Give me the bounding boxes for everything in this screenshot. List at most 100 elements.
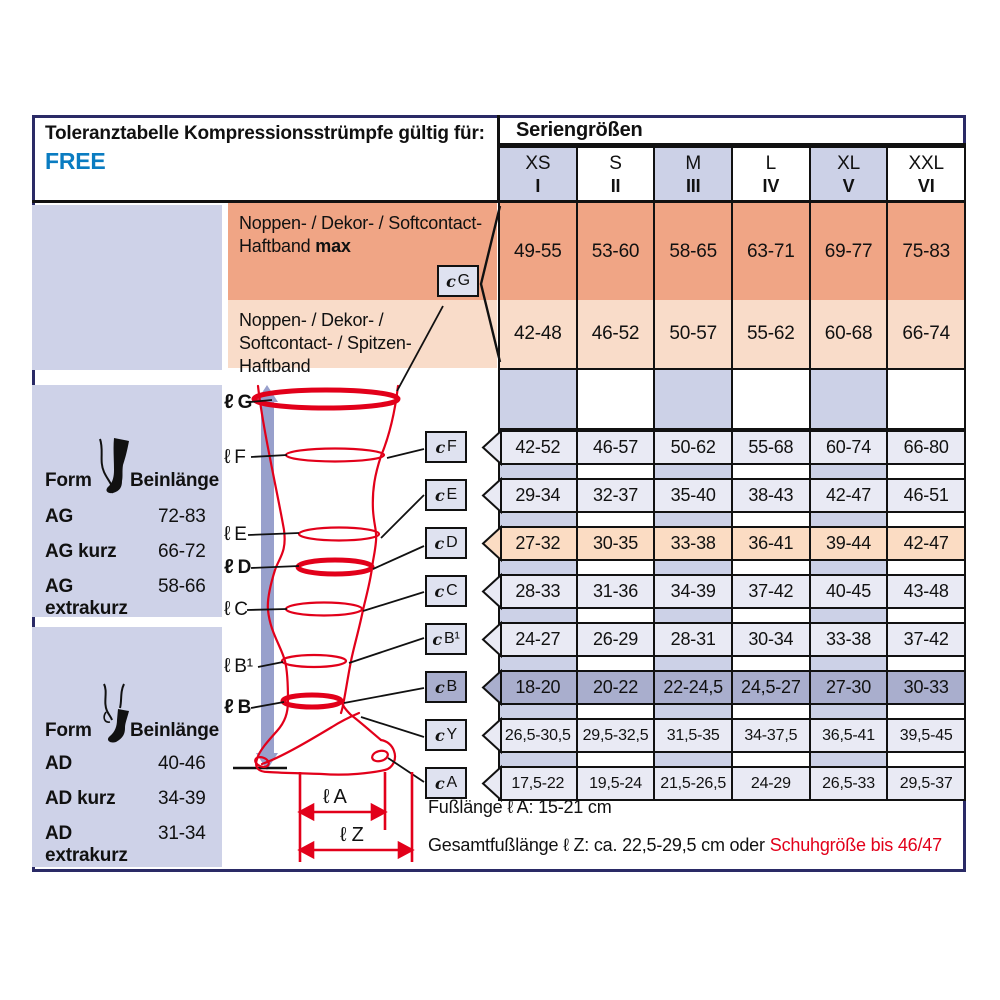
spacer-cell — [808, 368, 889, 430]
size-col-xs: XS I — [498, 146, 578, 203]
size-numeral: I — [535, 175, 541, 196]
leg-length-range: 34-39 — [158, 788, 206, 809]
size-col-l: L IV — [731, 146, 811, 203]
cy-cell: 39,5-45 — [886, 718, 967, 753]
form-code: AG extrakurz — [45, 576, 128, 619]
cf-cell: 50-62 — [653, 430, 734, 465]
spacer-row — [498, 368, 967, 430]
cf-cell: 55-68 — [731, 430, 811, 465]
haftband-std-cell: 66-74 — [886, 300, 967, 368]
measure-letter: A — [446, 774, 458, 791]
note-black-part: Gesamtfußlänge ℓ Z: ca. 22,5-29,5 cm ode… — [428, 835, 765, 855]
cb1-cell: 24-27 — [498, 622, 578, 657]
length-symbol: ℓ — [224, 446, 231, 468]
haftband-std-cell: 50-57 — [653, 300, 734, 368]
haftband-std-line1: Noppen- / Dekor- / — [239, 310, 384, 330]
measure-letter: E — [446, 486, 458, 503]
cc-cell: 34-39 — [653, 574, 734, 609]
haftband-std-cell: 60-68 — [808, 300, 889, 368]
leg-length-range: 31-34 — [158, 823, 206, 844]
haftband-std-cell: 55-62 — [731, 300, 811, 368]
row-cb: 18-20 20-22 22-24,5 24,5-27 27-30 30-33 — [498, 670, 967, 705]
leg-label-b1: ℓ B¹ — [224, 655, 253, 678]
cd-cell: 30-35 — [575, 526, 656, 561]
cb1-cell: 28-31 — [653, 622, 734, 657]
brand-name: FREE — [45, 148, 106, 174]
size-code: L — [765, 152, 777, 174]
size-code: S — [609, 152, 622, 174]
spacer-cell — [498, 368, 578, 430]
size-numeral: V — [842, 175, 855, 196]
haftband-std-cell: 46-52 — [575, 300, 656, 368]
series-underline — [497, 143, 966, 146]
row-cc: 28-33 31-36 34-39 37-42 40-45 43-48 — [498, 574, 967, 609]
size-code: XS — [525, 152, 551, 174]
circumference-symbol: c — [434, 677, 445, 697]
cb1-cell: 26-29 — [575, 622, 656, 657]
circumference-symbol: c — [435, 437, 445, 457]
size-col-m: M III — [653, 146, 734, 203]
haftband-max-line2: Haftband — [239, 236, 311, 256]
ce-cell: 35-40 — [653, 478, 734, 513]
length-symbol: ℓ — [224, 696, 234, 718]
circumference-symbol: c — [434, 485, 445, 505]
length-symbol: ℓ — [224, 598, 231, 620]
ca-cell: 19,5-24 — [575, 766, 656, 801]
leg-letter: C — [234, 599, 248, 620]
measure-letter: B — [446, 678, 458, 695]
size-col-xxl: XXL VI — [886, 146, 967, 203]
length-symbol: ℓ — [224, 391, 234, 413]
form-code: AG — [45, 506, 74, 527]
cd-cell: 42-47 — [886, 526, 967, 561]
haftband-std-label: Noppen- / Dekor- / Softcontact- / Spitze… — [228, 300, 497, 376]
leg-length-range: 58-66 — [158, 576, 206, 597]
length-symbol: ℓ — [224, 556, 234, 578]
circumference-symbol: c — [434, 773, 445, 793]
ce-cell: 42-47 — [808, 478, 889, 513]
cf-cell: 60-74 — [808, 430, 889, 465]
cb-cell: 24,5-27 — [731, 670, 811, 705]
cd-cell: 39-44 — [808, 526, 889, 561]
row-ce: 29-34 32-37 35-40 38-43 42-47 46-51 — [498, 478, 967, 513]
circumference-symbol: c — [434, 581, 445, 601]
ca-cell: 17,5-22 — [498, 766, 578, 801]
row-cf: 42-52 46-57 50-62 55-68 60-74 66-80 — [498, 430, 967, 465]
cb-cell: 18-20 — [498, 670, 578, 705]
sidebar-empty-block — [32, 205, 222, 370]
haftband-max-label: Noppen- / Dekor- / Softcontact- Haftband… — [228, 203, 497, 300]
form-code: AG kurz — [45, 541, 117, 562]
size-col-xl: XL V — [808, 146, 889, 203]
dim-label-foot-length: ℓ A — [323, 786, 347, 808]
spacer-cell — [575, 368, 656, 430]
cb1-cell: 33-38 — [808, 622, 889, 657]
form-ad-block — [32, 627, 222, 867]
leg-length-range: 66-72 — [158, 541, 206, 562]
measure-box-cb1: c B¹ — [425, 623, 467, 655]
knee-stocking-icon — [92, 682, 134, 749]
cb-cell: 30-33 — [886, 670, 967, 705]
cy-cell: 36,5-41 — [808, 718, 889, 753]
haftband-std-cell: 42-48 — [498, 300, 578, 368]
leg-letter: B¹ — [234, 656, 253, 677]
measure-letter: B¹ — [443, 630, 460, 647]
size-numeral: II — [610, 175, 621, 196]
cy-cell: 31,5-35 — [653, 718, 734, 753]
length-symbol: ℓ — [224, 523, 231, 545]
form-code: AD extrakurz — [45, 823, 128, 866]
cf-cell: 46-57 — [575, 430, 656, 465]
haftband-max-cell: 63-71 — [731, 203, 811, 300]
haftband-max-bold: max — [315, 236, 351, 256]
ca-cell: 26,5-33 — [808, 766, 889, 801]
circumference-symbol: c — [446, 271, 456, 291]
ca-cell: 21,5-26,5 — [653, 766, 734, 801]
size-col-s: S II — [575, 146, 656, 203]
size-numeral: IV — [762, 175, 780, 196]
leg-length-heading-ad: Beinlänge — [130, 720, 219, 741]
form-row: AG extrakurz 58-66 — [45, 576, 213, 620]
haftband-max-row: 49-55 53-60 58-65 63-71 69-77 75-83 — [498, 203, 967, 300]
